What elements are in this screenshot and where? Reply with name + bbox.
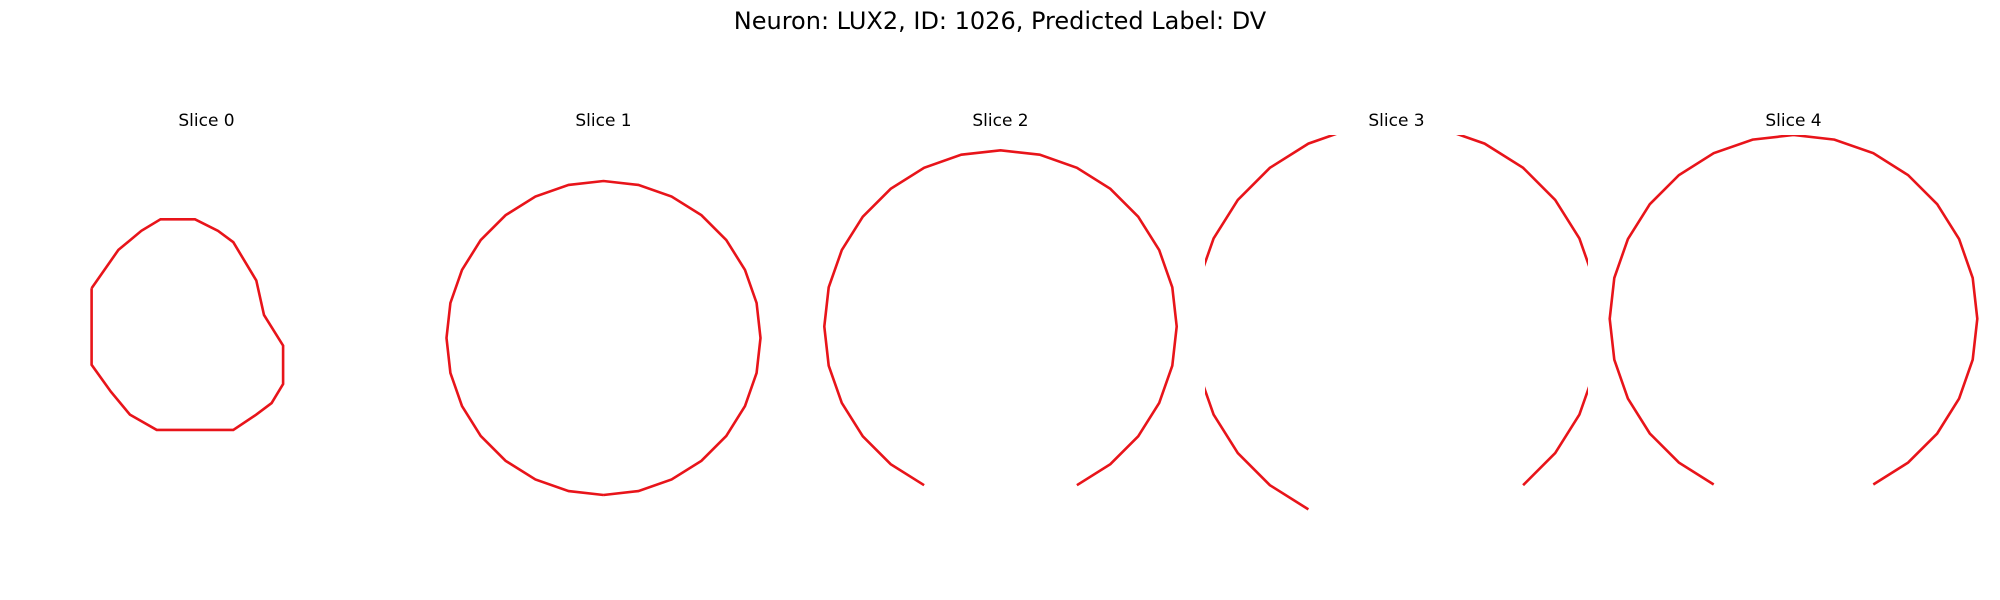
figure-title: Neuron: LUX2, ID: 1026, Predicted Label:… <box>734 7 1267 35</box>
microscopy-image <box>412 135 795 518</box>
roi-contour <box>445 179 762 497</box>
image-noise <box>1205 135 1588 518</box>
image-noise <box>1602 135 1985 518</box>
roi-contour <box>1608 135 1979 486</box>
microscopy-image <box>1205 135 1588 518</box>
roi-contour <box>822 148 1179 487</box>
panel-title: Slice 4 <box>1765 111 1821 131</box>
image-noise <box>412 135 795 518</box>
image-panel <box>15 135 398 518</box>
image-panel <box>1205 135 1588 518</box>
panel-title: Slice 3 <box>1368 111 1424 131</box>
panel-title: Slice 1 <box>575 111 631 131</box>
panel-title: Slice 2 <box>972 111 1028 131</box>
image-panel <box>1602 135 1985 518</box>
microscopy-image <box>1602 135 1985 518</box>
microscopy-image <box>15 135 398 518</box>
image-noise <box>15 135 398 518</box>
image-panel <box>412 135 795 518</box>
image-panel <box>809 135 1192 518</box>
roi-contour <box>90 218 285 432</box>
image-noise <box>809 135 1192 518</box>
panel-title: Slice 0 <box>178 111 234 131</box>
microscopy-image <box>809 135 1192 518</box>
